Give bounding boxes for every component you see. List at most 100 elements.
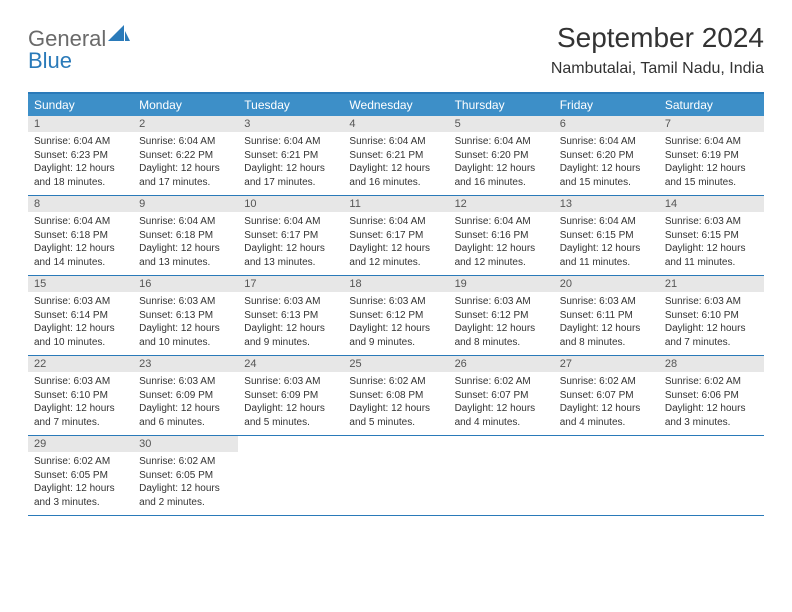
- day-header-sunday: Sunday: [28, 94, 133, 116]
- location: Nambutalai, Tamil Nadu, India: [551, 60, 764, 78]
- daylight-text-1: Daylight: 12 hours: [560, 162, 653, 176]
- daylight-text-2: and 4 minutes.: [455, 416, 548, 430]
- logo-sail-icon: [108, 25, 130, 48]
- day-header-row: SundayMondayTuesdayWednesdayThursdayFrid…: [28, 94, 764, 116]
- day-cell: 1Sunrise: 6:04 AMSunset: 6:23 PMDaylight…: [28, 116, 133, 195]
- daylight-text-1: Daylight: 12 hours: [349, 322, 442, 336]
- sunrise-text: Sunrise: 6:03 AM: [244, 375, 337, 389]
- daylight-text-2: and 11 minutes.: [560, 256, 653, 270]
- logo-blue-row: Blue: [28, 48, 72, 74]
- daylight-text-2: and 16 minutes.: [455, 176, 548, 190]
- sunset-text: Sunset: 6:18 PM: [34, 229, 127, 243]
- daylight-text-2: and 17 minutes.: [139, 176, 232, 190]
- sunrise-text: Sunrise: 6:03 AM: [665, 215, 758, 229]
- day-cell: 13Sunrise: 6:04 AMSunset: 6:15 PMDayligh…: [554, 196, 659, 275]
- daylight-text-2: and 10 minutes.: [139, 336, 232, 350]
- daylight-text-1: Daylight: 12 hours: [665, 402, 758, 416]
- day-body: Sunrise: 6:03 AMSunset: 6:13 PMDaylight:…: [238, 292, 343, 355]
- daylight-text-2: and 3 minutes.: [665, 416, 758, 430]
- daylight-text-1: Daylight: 12 hours: [560, 242, 653, 256]
- sunset-text: Sunset: 6:12 PM: [349, 309, 442, 323]
- week-row: 8Sunrise: 6:04 AMSunset: 6:18 PMDaylight…: [28, 196, 764, 276]
- day-cell: 12Sunrise: 6:04 AMSunset: 6:16 PMDayligh…: [449, 196, 554, 275]
- day-number: 2: [133, 116, 238, 132]
- sunset-text: Sunset: 6:12 PM: [455, 309, 548, 323]
- daylight-text-2: and 2 minutes.: [139, 496, 232, 510]
- day-header-wednesday: Wednesday: [343, 94, 448, 116]
- daylight-text-1: Daylight: 12 hours: [455, 162, 548, 176]
- day-cell: 29Sunrise: 6:02 AMSunset: 6:05 PMDayligh…: [28, 436, 133, 515]
- sunrise-text: Sunrise: 6:03 AM: [139, 295, 232, 309]
- sunset-text: Sunset: 6:05 PM: [139, 469, 232, 483]
- daylight-text-2: and 11 minutes.: [665, 256, 758, 270]
- day-header-thursday: Thursday: [449, 94, 554, 116]
- day-number: 27: [554, 356, 659, 372]
- daylight-text-1: Daylight: 12 hours: [665, 322, 758, 336]
- day-cell: 15Sunrise: 6:03 AMSunset: 6:14 PMDayligh…: [28, 276, 133, 355]
- sunrise-text: Sunrise: 6:04 AM: [455, 135, 548, 149]
- day-number: 9: [133, 196, 238, 212]
- sunrise-text: Sunrise: 6:03 AM: [244, 295, 337, 309]
- daylight-text-1: Daylight: 12 hours: [244, 162, 337, 176]
- sunrise-text: Sunrise: 6:04 AM: [244, 215, 337, 229]
- daylight-text-1: Daylight: 12 hours: [244, 402, 337, 416]
- day-body: Sunrise: 6:02 AMSunset: 6:07 PMDaylight:…: [449, 372, 554, 435]
- day-cell: 20Sunrise: 6:03 AMSunset: 6:11 PMDayligh…: [554, 276, 659, 355]
- day-body: Sunrise: 6:02 AMSunset: 6:06 PMDaylight:…: [659, 372, 764, 435]
- day-cell: 26Sunrise: 6:02 AMSunset: 6:07 PMDayligh…: [449, 356, 554, 435]
- daylight-text-1: Daylight: 12 hours: [244, 242, 337, 256]
- sunset-text: Sunset: 6:14 PM: [34, 309, 127, 323]
- sunset-text: Sunset: 6:10 PM: [34, 389, 127, 403]
- daylight-text-2: and 14 minutes.: [34, 256, 127, 270]
- day-header-monday: Monday: [133, 94, 238, 116]
- day-cell: 3Sunrise: 6:04 AMSunset: 6:21 PMDaylight…: [238, 116, 343, 195]
- day-cell: 5Sunrise: 6:04 AMSunset: 6:20 PMDaylight…: [449, 116, 554, 195]
- day-number: 25: [343, 356, 448, 372]
- daylight-text-2: and 12 minutes.: [455, 256, 548, 270]
- day-number: 28: [659, 356, 764, 372]
- day-body: Sunrise: 6:04 AMSunset: 6:23 PMDaylight:…: [28, 132, 133, 195]
- day-header-friday: Friday: [554, 94, 659, 116]
- day-body: Sunrise: 6:02 AMSunset: 6:08 PMDaylight:…: [343, 372, 448, 435]
- sunrise-text: Sunrise: 6:04 AM: [560, 215, 653, 229]
- sunrise-text: Sunrise: 6:04 AM: [244, 135, 337, 149]
- day-body: Sunrise: 6:03 AMSunset: 6:11 PMDaylight:…: [554, 292, 659, 355]
- day-cell: 8Sunrise: 6:04 AMSunset: 6:18 PMDaylight…: [28, 196, 133, 275]
- sunset-text: Sunset: 6:23 PM: [34, 149, 127, 163]
- sunset-text: Sunset: 6:09 PM: [244, 389, 337, 403]
- day-number: 21: [659, 276, 764, 292]
- sunrise-text: Sunrise: 6:02 AM: [349, 375, 442, 389]
- daylight-text-1: Daylight: 12 hours: [560, 322, 653, 336]
- empty-cell: [343, 436, 448, 515]
- sunrise-text: Sunrise: 6:04 AM: [139, 215, 232, 229]
- day-cell: 10Sunrise: 6:04 AMSunset: 6:17 PMDayligh…: [238, 196, 343, 275]
- daylight-text-1: Daylight: 12 hours: [34, 242, 127, 256]
- day-body: Sunrise: 6:04 AMSunset: 6:20 PMDaylight:…: [554, 132, 659, 195]
- day-number: 17: [238, 276, 343, 292]
- day-number: 26: [449, 356, 554, 372]
- daylight-text-1: Daylight: 12 hours: [455, 242, 548, 256]
- empty-cell: [554, 436, 659, 515]
- day-body: Sunrise: 6:04 AMSunset: 6:17 PMDaylight:…: [343, 212, 448, 275]
- day-number: 11: [343, 196, 448, 212]
- sunrise-text: Sunrise: 6:03 AM: [560, 295, 653, 309]
- sunset-text: Sunset: 6:19 PM: [665, 149, 758, 163]
- daylight-text-1: Daylight: 12 hours: [139, 162, 232, 176]
- daylight-text-1: Daylight: 12 hours: [349, 402, 442, 416]
- day-body: Sunrise: 6:04 AMSunset: 6:19 PMDaylight:…: [659, 132, 764, 195]
- sunrise-text: Sunrise: 6:04 AM: [139, 135, 232, 149]
- day-cell: 28Sunrise: 6:02 AMSunset: 6:06 PMDayligh…: [659, 356, 764, 435]
- daylight-text-1: Daylight: 12 hours: [349, 162, 442, 176]
- title-block: September 2024 Nambutalai, Tamil Nadu, I…: [551, 22, 764, 78]
- day-number: 24: [238, 356, 343, 372]
- sunrise-text: Sunrise: 6:04 AM: [560, 135, 653, 149]
- daylight-text-2: and 13 minutes.: [139, 256, 232, 270]
- daylight-text-1: Daylight: 12 hours: [139, 402, 232, 416]
- day-number: 16: [133, 276, 238, 292]
- sunrise-text: Sunrise: 6:03 AM: [34, 375, 127, 389]
- day-header-saturday: Saturday: [659, 94, 764, 116]
- sunrise-text: Sunrise: 6:02 AM: [139, 455, 232, 469]
- sunrise-text: Sunrise: 6:04 AM: [34, 135, 127, 149]
- daylight-text-1: Daylight: 12 hours: [455, 322, 548, 336]
- week-row: 22Sunrise: 6:03 AMSunset: 6:10 PMDayligh…: [28, 356, 764, 436]
